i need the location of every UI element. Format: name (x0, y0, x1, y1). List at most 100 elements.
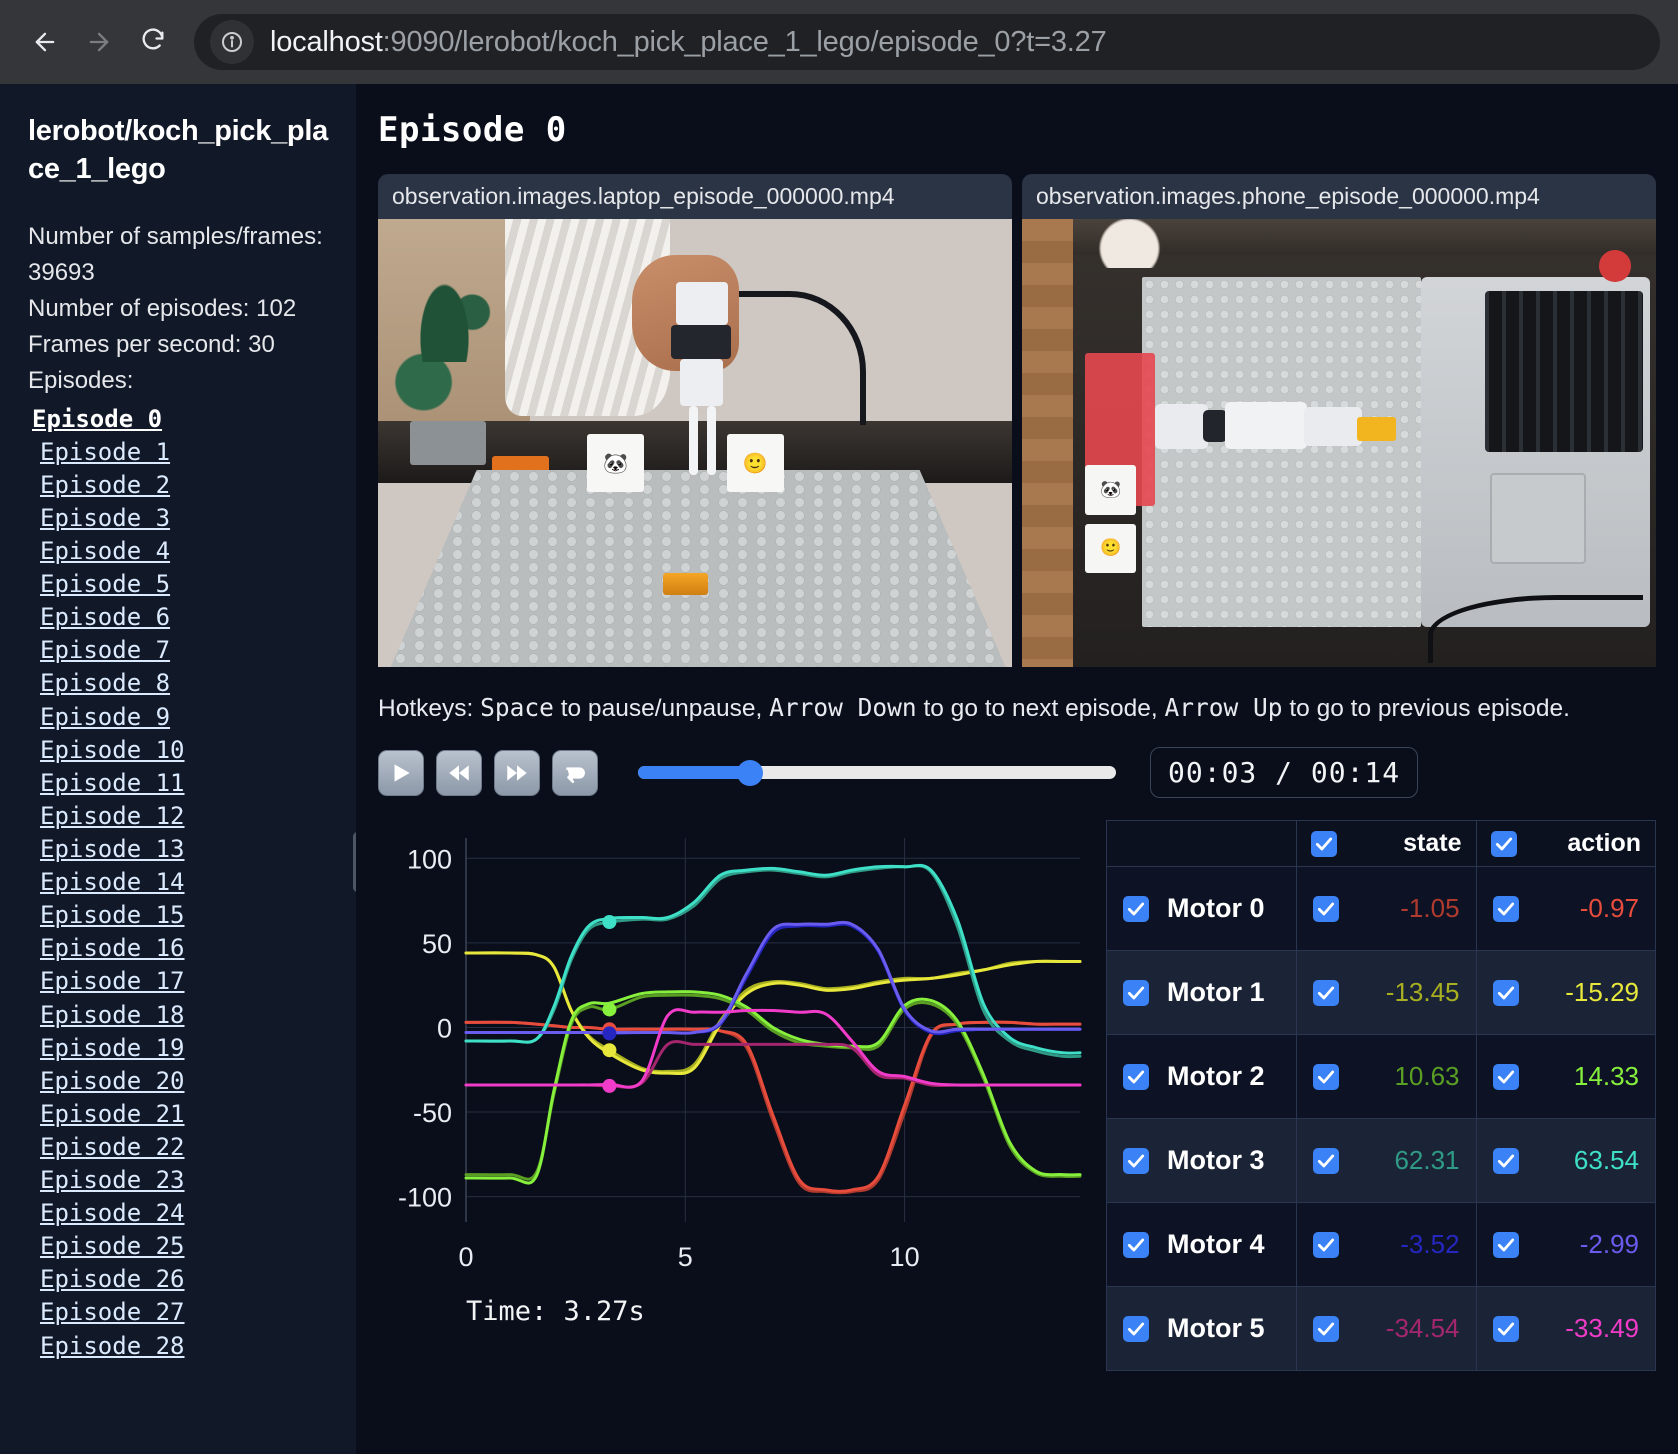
state-checkbox[interactable] (1313, 979, 1340, 1006)
action-checkbox[interactable] (1492, 1315, 1519, 1342)
episode-link-11[interactable]: Episode 11 (40, 768, 185, 797)
action-checkbox[interactable] (1492, 1063, 1519, 1090)
back-icon[interactable] (18, 15, 72, 69)
state-value: 62.31 (1394, 1145, 1460, 1175)
num-samples-label: Number of samples/frames: 39693 (28, 222, 323, 286)
action-value: 14.33 (1573, 1061, 1639, 1091)
motors-table: state action (1105, 820, 1657, 1371)
video-player-phone[interactable]: 🐼 🙂 (1022, 219, 1656, 667)
episode-link-26[interactable]: Episode 26 (40, 1265, 185, 1294)
fast-forward-icon[interactable] (494, 749, 540, 796)
episode-link-20[interactable]: Episode 20 (40, 1066, 185, 1095)
video-card-laptop: observation.images.laptop_episode_000000… (378, 174, 1012, 667)
episode-link-14[interactable]: Episode 14 (40, 868, 185, 897)
episode-link-17[interactable]: Episode 17 (40, 967, 185, 996)
motor-row-checkbox[interactable] (1123, 895, 1149, 922)
episode-link-16[interactable]: Episode 16 (40, 934, 185, 963)
time-display: 00:03 / 00:14 (1150, 747, 1419, 798)
scene-usb-dongle (1598, 250, 1631, 282)
action-checkbox[interactable] (1492, 1231, 1519, 1258)
header-state-label: state (1403, 829, 1462, 857)
svg-text:0: 0 (458, 1242, 473, 1272)
episode-link-12[interactable]: Episode 12 (40, 801, 185, 830)
episode-link-24[interactable]: Episode 24 (40, 1199, 185, 1228)
header-state: state (1296, 820, 1477, 867)
scene-laptop (1421, 277, 1650, 627)
action-value: -2.99 (1579, 1229, 1639, 1259)
state-column-checkbox[interactable] (1311, 830, 1338, 857)
forward-icon[interactable] (72, 15, 126, 69)
motor-label: Motor 5 (1167, 1313, 1265, 1343)
episode-link-5[interactable]: Episode 5 (40, 570, 171, 599)
video-player-laptop[interactable]: 🐼 🙂 (378, 219, 1012, 667)
episode-link-13[interactable]: Episode 13 (40, 834, 185, 863)
state-checkbox[interactable] (1313, 1315, 1340, 1342)
motor-row-checkbox[interactable] (1123, 1063, 1149, 1090)
action-checkbox[interactable] (1492, 895, 1519, 922)
loop-icon[interactable] (552, 749, 598, 796)
episode-link-15[interactable]: Episode 15 (40, 901, 185, 930)
episode-link-6[interactable]: Episode 6 (40, 603, 171, 632)
fps-label: Frames per second: 30 (28, 330, 275, 358)
play-icon[interactable] (378, 749, 424, 796)
episode-link-10[interactable]: Episode 10 (40, 735, 185, 764)
url-display: localhost:9090/lerobot/koch_pick_place_1… (270, 26, 1107, 59)
episode-link-28[interactable]: Episode 28 (40, 1331, 185, 1360)
state-checkbox[interactable] (1313, 1147, 1340, 1174)
info-circle-icon[interactable] (210, 20, 254, 64)
hotkeys-suffix: to go to previous episode. (1282, 695, 1570, 722)
episode-list: Episode 0 Episode 1 Episode 2 Episode 3 Epis… (28, 403, 330, 1363)
hotkey-space: Space (480, 693, 554, 722)
state-checkbox[interactable] (1313, 1231, 1340, 1258)
episode-link-23[interactable]: Episode 23 (40, 1166, 185, 1195)
episode-link-4[interactable]: Episode 4 (40, 536, 171, 565)
hotkey-arrow-down: Arrow Down (769, 693, 917, 722)
episode-link-9[interactable]: Episode 9 (40, 702, 171, 731)
episode-link-21[interactable]: Episode 21 (40, 1099, 185, 1128)
table-row: Motor 1 -13.45 -15.29 (1105, 950, 1657, 1035)
motor-row-checkbox[interactable] (1123, 1147, 1149, 1174)
header-blank (1105, 820, 1298, 867)
motor-row-checkbox[interactable] (1123, 979, 1149, 1006)
episode-link-0[interactable]: Episode 0 (32, 404, 163, 433)
sidebar-resize-handle[interactable] (353, 832, 356, 892)
page-body: lerobot/koch_pick_place_1_lego Number of… (0, 84, 1678, 1454)
motor-row-checkbox[interactable] (1123, 1231, 1149, 1258)
episode-link-19[interactable]: Episode 19 (40, 1033, 185, 1062)
seek-bar[interactable] (638, 750, 1116, 796)
seek-track[interactable] (638, 759, 1116, 786)
motor-row-checkbox[interactable] (1123, 1315, 1149, 1342)
episode-link-2[interactable]: Episode 2 (40, 470, 171, 499)
action-checkbox[interactable] (1492, 979, 1519, 1006)
reload-icon[interactable] (126, 15, 180, 69)
motor-label: Motor 2 (1167, 1061, 1265, 1091)
state-checkbox[interactable] (1313, 1063, 1340, 1090)
cell-state: 10.63 (1296, 1034, 1477, 1119)
rewind-icon[interactable] (436, 749, 482, 796)
action-column-checkbox[interactable] (1490, 830, 1517, 857)
timeseries-chart[interactable]: -100 -50 0 50 100 0 5 10 Time: 3.27s (378, 820, 1098, 1371)
scene-cable (739, 290, 867, 426)
episode-link-1[interactable]: Episode 1 (40, 437, 171, 466)
seek-fill (638, 766, 751, 779)
browser-toolbar: localhost:9090/lerobot/koch_pick_place_1… (0, 0, 1678, 84)
state-checkbox[interactable] (1313, 895, 1340, 922)
header-action-label: action (1567, 829, 1641, 857)
action-checkbox[interactable] (1492, 1147, 1519, 1174)
motor-label: Motor 1 (1167, 977, 1265, 1007)
episode-link-18[interactable]: Episode 18 (40, 1000, 185, 1029)
cell-motor-name: Motor 3 (1105, 1118, 1298, 1203)
episode-link-25[interactable]: Episode 25 (40, 1232, 185, 1261)
episode-link-7[interactable]: Episode 7 (40, 636, 171, 665)
seek-handle[interactable] (737, 759, 764, 786)
hotkeys-mid1: to pause/unpause, (553, 695, 770, 722)
address-bar[interactable]: localhost:9090/lerobot/koch_pick_place_1… (194, 14, 1660, 70)
scene-sticker-box-2: 🙂 (726, 434, 784, 493)
scene-robot-arm (657, 281, 746, 497)
url-host: localhost (270, 25, 383, 58)
episode-link-27[interactable]: Episode 27 (40, 1298, 185, 1327)
video-grid: observation.images.laptop_episode_000000… (378, 174, 1656, 667)
episode-link-3[interactable]: Episode 3 (40, 503, 171, 532)
episode-link-22[interactable]: Episode 22 (40, 1132, 185, 1161)
episode-link-8[interactable]: Episode 8 (40, 669, 171, 698)
